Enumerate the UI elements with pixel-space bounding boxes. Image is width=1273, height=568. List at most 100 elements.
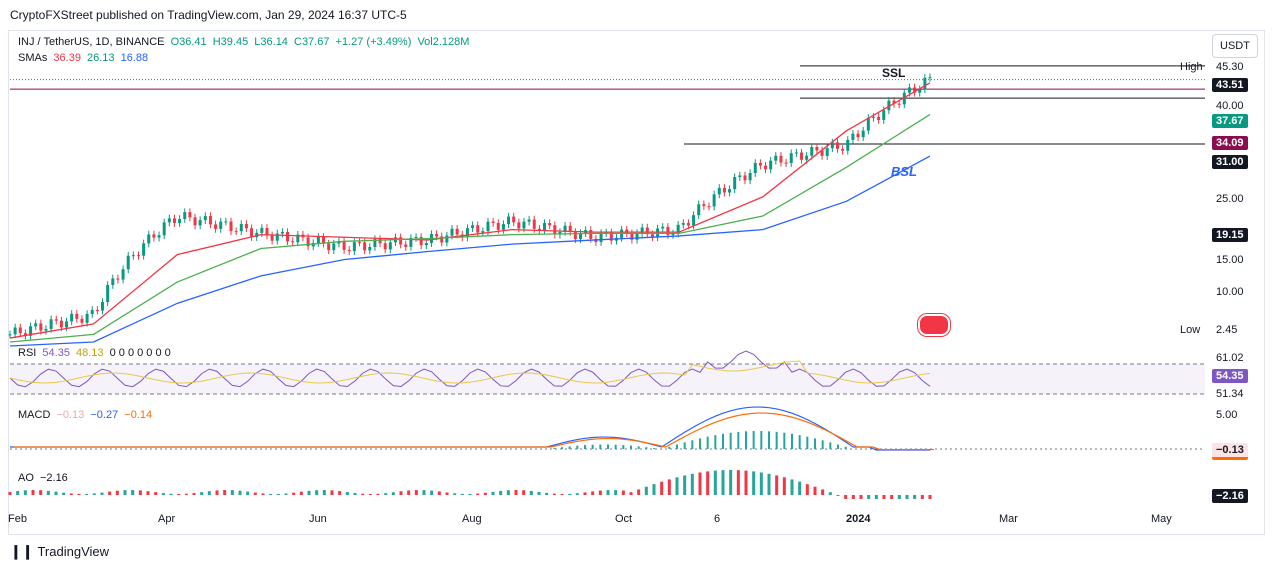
- ao-bar: [614, 490, 618, 495]
- macd-histogram-bar: [561, 447, 563, 449]
- ao-bar: [598, 490, 602, 495]
- flag-icon[interactable]: [918, 314, 950, 336]
- candle-body: [18, 327, 22, 334]
- ao-bar: [138, 490, 142, 495]
- candle-body: [414, 236, 418, 238]
- currency-button[interactable]: USDT: [1212, 34, 1258, 58]
- candle-body: [491, 221, 495, 223]
- tradingview-logo-icon: ❙❙: [10, 543, 34, 559]
- candle-body: [810, 146, 814, 156]
- candle-body: [486, 221, 490, 232]
- candle-body: [383, 243, 387, 250]
- candle-body: [23, 333, 27, 336]
- candle-body: [902, 92, 906, 105]
- candle-body: [671, 233, 675, 235]
- ao-bar: [384, 493, 388, 495]
- candle-body: [563, 225, 567, 233]
- time-label: Feb: [8, 513, 27, 525]
- ao-bar: [207, 491, 211, 495]
- ao-bar: [284, 493, 288, 495]
- candle-body: [352, 242, 356, 252]
- candle-body: [162, 222, 166, 236]
- ao-bar: [131, 490, 135, 495]
- candle-body: [465, 228, 469, 238]
- ao-bar: [775, 475, 779, 495]
- candle-body: [440, 236, 444, 243]
- ao-bar: [391, 492, 395, 495]
- low-label: Low: [1180, 324, 1201, 336]
- candle-body: [666, 226, 670, 235]
- candle-body: [126, 255, 130, 270]
- ao-bar: [292, 492, 296, 495]
- candle-body: [481, 231, 485, 233]
- ao-bar: [62, 492, 66, 495]
- time-label: 2024: [846, 513, 871, 525]
- candle-body: [136, 255, 140, 257]
- ao-bar: [16, 491, 20, 495]
- candle-body: [404, 244, 408, 247]
- candle-body: [789, 153, 793, 164]
- ao-value: −2.16: [39, 472, 68, 484]
- ao-bar: [644, 486, 648, 495]
- time-label: 6: [714, 513, 721, 525]
- candle-body: [368, 246, 372, 251]
- macd-histogram-bar: [591, 444, 594, 449]
- ao-bar: [399, 491, 403, 495]
- level-tag: 34.09: [1212, 136, 1248, 150]
- ao-bar: [514, 490, 518, 495]
- open-value: O36.41: [170, 36, 207, 48]
- candle-body: [532, 219, 536, 229]
- candle-body: [172, 218, 176, 224]
- macd-histogram-bar: [568, 446, 571, 449]
- rsi-line: [9, 350, 931, 388]
- candle-body: [327, 243, 331, 251]
- rsi-extra: 0 0 0 0 0 0 0: [109, 347, 171, 359]
- macd-histogram-bar: [829, 442, 832, 449]
- ao-bar: [721, 470, 725, 495]
- ao-bar: [483, 492, 487, 495]
- base-tag: 19.15: [1212, 228, 1248, 242]
- ao-pane: [8, 470, 932, 499]
- ao-bar: [269, 493, 273, 495]
- ao-bar: [667, 479, 671, 495]
- ao-bar: [161, 493, 165, 495]
- candle-body: [363, 242, 367, 251]
- candle-body: [717, 187, 721, 195]
- candle-body: [573, 231, 577, 240]
- ao-bar: [368, 493, 372, 495]
- macd-histogram-bar: [576, 445, 579, 449]
- ao-bar: [928, 495, 932, 499]
- ao-bar: [353, 492, 357, 495]
- ao-bar: [499, 490, 503, 495]
- candle-body: [455, 228, 459, 235]
- macd-histogram-bar: [653, 448, 655, 450]
- candle-body: [203, 216, 207, 221]
- time-label: Oct: [615, 513, 633, 525]
- ao-bar: [430, 490, 434, 495]
- ao-bar: [261, 493, 265, 495]
- candle-body: [8, 334, 12, 336]
- price-tick: 10.00: [1216, 286, 1244, 298]
- macd-histogram-bar: [806, 436, 809, 449]
- ao-bar: [315, 490, 319, 495]
- candle-body: [830, 142, 834, 149]
- ao-bar: [913, 495, 917, 499]
- candle-body: [450, 228, 454, 236]
- macd-histogram-bar: [614, 444, 617, 449]
- candle-body: [543, 223, 547, 231]
- candle-body: [825, 148, 829, 156]
- candle-body: [75, 313, 79, 319]
- ao-bar: [874, 495, 878, 499]
- ao-bar: [844, 495, 848, 499]
- macd-histogram-bar: [683, 442, 686, 449]
- ao-bar: [361, 493, 365, 495]
- ao-bar: [790, 479, 794, 495]
- macd-histogram-bar: [599, 444, 602, 449]
- candle-body: [49, 319, 53, 329]
- candle-body: [882, 110, 886, 121]
- ao-bar: [675, 477, 679, 495]
- rsi-label: RSI: [18, 347, 37, 359]
- volume-value: Vol2.128M: [417, 36, 470, 48]
- candle-body: [887, 100, 891, 111]
